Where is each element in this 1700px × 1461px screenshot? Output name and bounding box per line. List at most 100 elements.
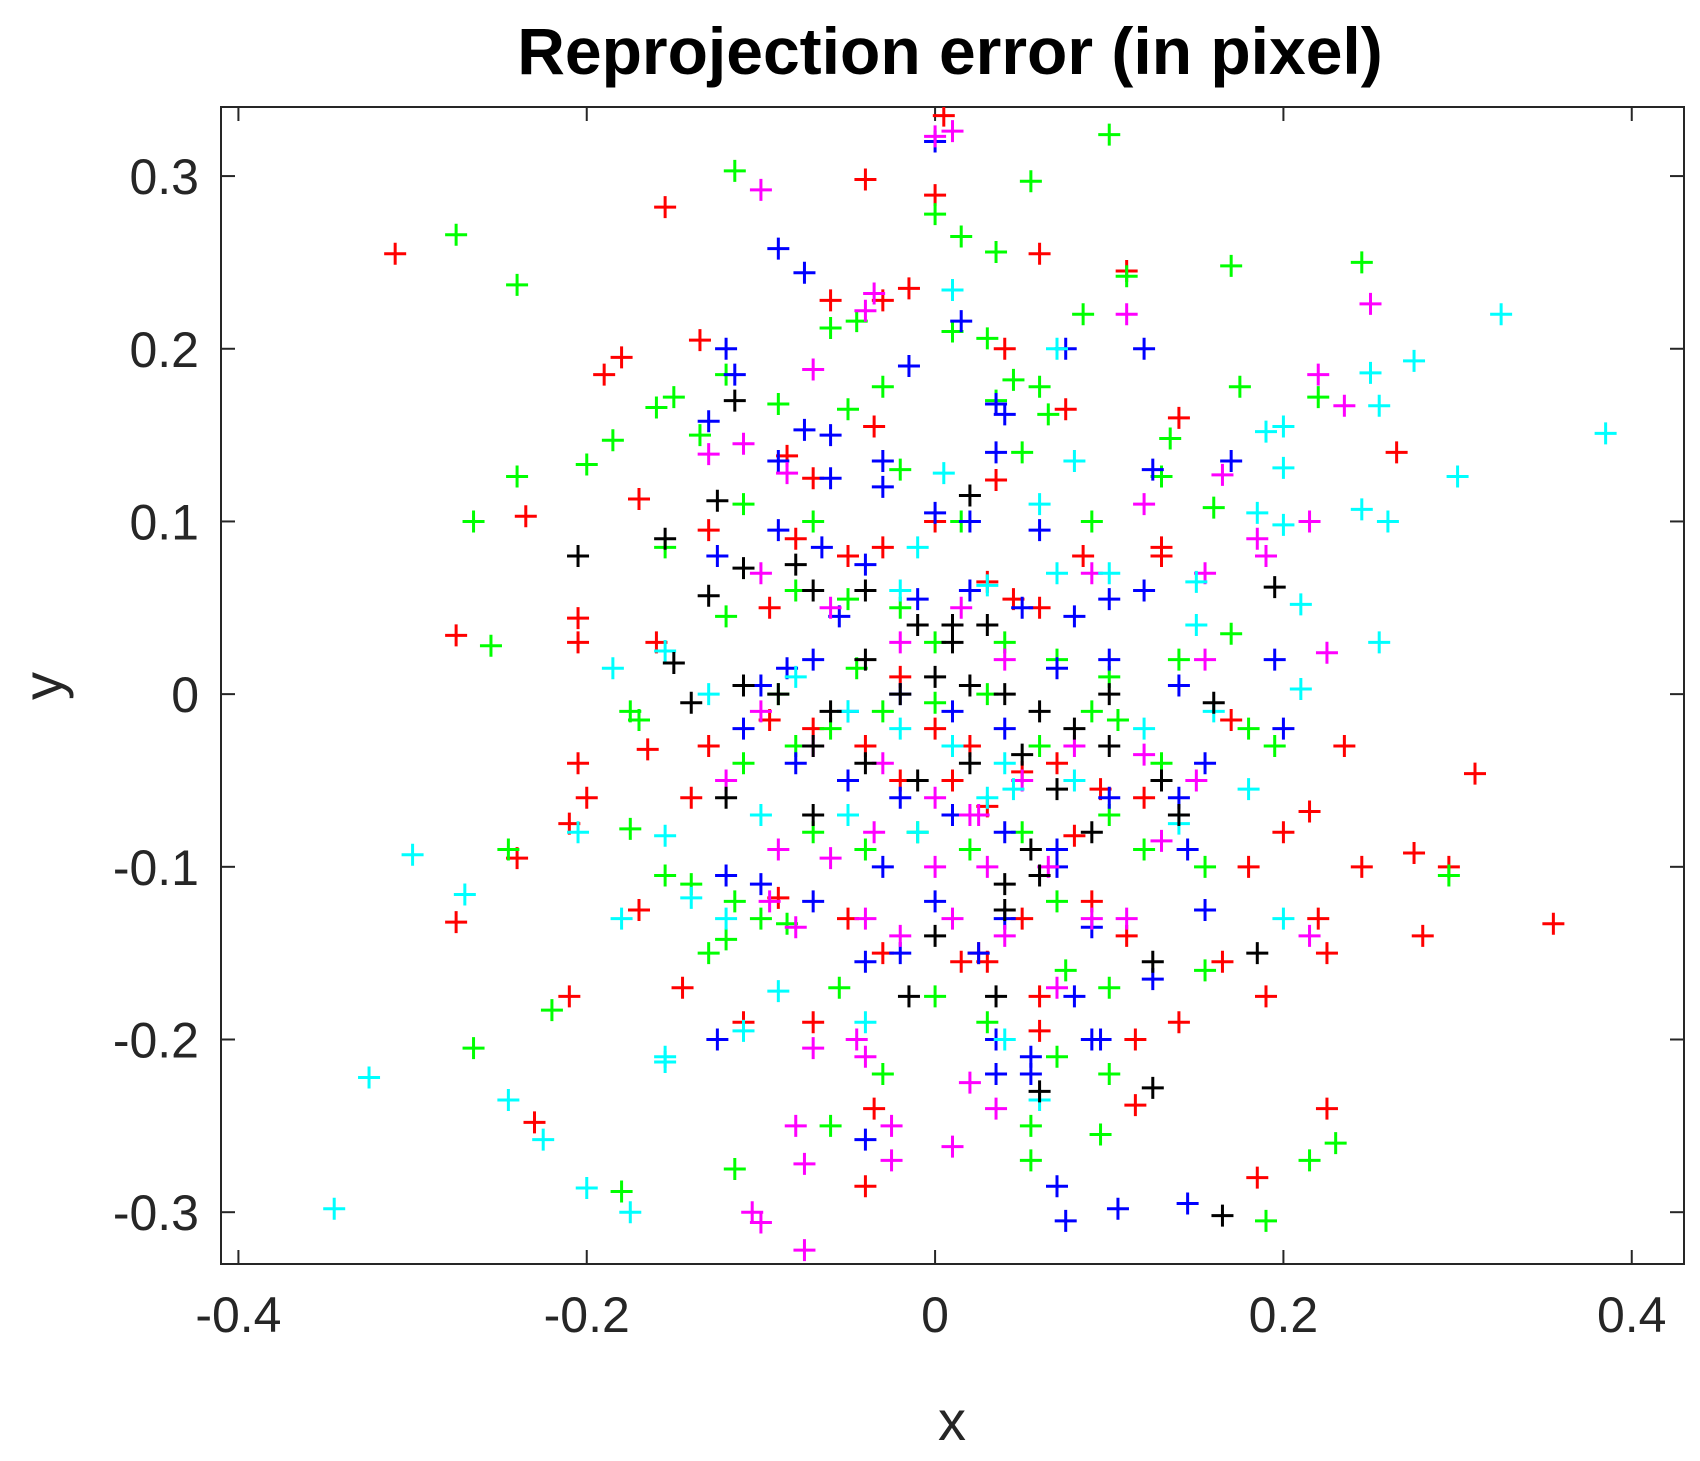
- data-point-marker: [654, 527, 677, 550]
- data-point-marker: [1228, 375, 1251, 398]
- data-point-marker: [1019, 1114, 1042, 1137]
- data-point-marker: [567, 631, 590, 654]
- data-point-marker: [1133, 337, 1156, 360]
- data-point-marker: [854, 1175, 877, 1198]
- data-point-marker: [1263, 734, 1286, 757]
- data-point-marker: [897, 355, 920, 378]
- data-point-marker: [462, 1037, 485, 1060]
- data-point-marker: [941, 734, 964, 757]
- data-point-marker: [1194, 959, 1217, 982]
- data-point-marker: [1072, 544, 1095, 567]
- data-point-marker: [1011, 743, 1034, 766]
- data-point-marker: [1080, 821, 1103, 844]
- data-point-marker: [593, 363, 616, 386]
- data-point-marker: [897, 985, 920, 1008]
- data-point-marker: [1159, 427, 1182, 450]
- data-point-marker: [767, 683, 790, 706]
- data-point-marker: [924, 717, 947, 740]
- data-point-marker: [941, 614, 964, 637]
- data-point-marker: [767, 393, 790, 416]
- data-point-marker: [1098, 588, 1121, 611]
- data-point-marker: [1272, 513, 1295, 536]
- data-point-marker: [567, 821, 590, 844]
- data-point-marker: [1046, 657, 1068, 680]
- data-point-marker: [749, 873, 772, 896]
- data-point-marker: [767, 838, 790, 861]
- data-point-marker: [924, 890, 947, 913]
- data-point-marker: [1054, 398, 1077, 421]
- data-point-marker: [1403, 349, 1426, 372]
- data-point-marker: [1246, 942, 1269, 965]
- data-point-marker: [358, 1066, 381, 1089]
- data-point-marker: [1046, 1045, 1068, 1068]
- data-point-marker: [941, 907, 964, 930]
- data-point-marker: [1368, 394, 1391, 417]
- chart-title: Reprojection error (in pixel): [517, 14, 1382, 88]
- data-point-marker: [1150, 536, 1173, 559]
- data-point-marker: [793, 1152, 816, 1175]
- data-point-marker: [662, 652, 685, 675]
- data-point-marker: [680, 886, 703, 909]
- data-point-marker: [1133, 743, 1156, 766]
- data-point-marker: [837, 804, 859, 827]
- data-point-marker: [993, 648, 1016, 671]
- data-point-marker: [575, 453, 598, 476]
- data-point-marker: [706, 544, 729, 567]
- data-point-marker: [1272, 907, 1295, 930]
- data-point-marker: [1019, 838, 1042, 861]
- data-point-marker: [1080, 700, 1103, 723]
- data-point-marker: [1194, 855, 1217, 878]
- data-point-marker: [950, 596, 973, 619]
- data-point-marker: [993, 752, 1016, 775]
- data-point-marker: [889, 717, 912, 740]
- data-point-marker: [924, 985, 947, 1008]
- data-point-marker: [1272, 415, 1295, 438]
- data-point-marker: [958, 752, 981, 775]
- data-point-marker: [654, 1050, 677, 1073]
- data-point-marker: [924, 855, 947, 878]
- data-point-marker: [697, 683, 720, 706]
- data-point-marker: [715, 786, 738, 809]
- y-tick-label: -0.2: [113, 1013, 199, 1069]
- data-point-marker: [575, 1177, 598, 1200]
- data-point-marker: [1403, 842, 1426, 865]
- data-point-marker: [950, 225, 973, 248]
- data-point-marker: [837, 588, 859, 611]
- data-point-marker: [993, 1028, 1016, 1051]
- data-point-marker: [1002, 778, 1025, 801]
- data-point-marker: [1289, 593, 1312, 616]
- data-point-marker: [802, 1011, 825, 1034]
- data-point-marker: [1594, 422, 1617, 445]
- data-point-marker: [706, 1028, 729, 1051]
- data-point-marker: [784, 527, 807, 550]
- data-point-marker: [837, 769, 859, 792]
- y-tick-label: 0.2: [129, 322, 199, 378]
- data-point-marker: [854, 1011, 877, 1034]
- data-point-marker: [1028, 864, 1051, 887]
- data-point-marker: [723, 389, 746, 412]
- data-point-marker: [976, 614, 999, 637]
- data-point-marker: [628, 898, 650, 921]
- data-point-marker: [802, 1037, 825, 1060]
- data-point-marker: [628, 709, 650, 732]
- data-point-marker: [924, 184, 947, 207]
- data-point-marker: [1019, 170, 1042, 193]
- data-point-marker: [958, 1071, 981, 1094]
- data-point-marker: [732, 752, 755, 775]
- data-point-marker: [1115, 303, 1138, 326]
- data-point-marker: [985, 985, 1008, 1008]
- data-point-marker: [880, 1149, 903, 1172]
- data-point-marker: [1176, 838, 1199, 861]
- data-point-marker: [993, 924, 1016, 947]
- data-point-marker: [802, 648, 825, 671]
- data-point-marker: [967, 804, 990, 827]
- data-point-marker: [1063, 985, 1086, 1008]
- data-point-marker: [654, 824, 677, 847]
- data-point-marker: [889, 786, 912, 809]
- data-point-marker: [1028, 734, 1051, 757]
- data-point-marker: [1368, 631, 1391, 654]
- data-point-marker: [506, 465, 529, 488]
- data-point-marker: [1098, 562, 1121, 585]
- data-point-marker: [1315, 641, 1338, 664]
- data-point-marker: [1167, 1011, 1190, 1034]
